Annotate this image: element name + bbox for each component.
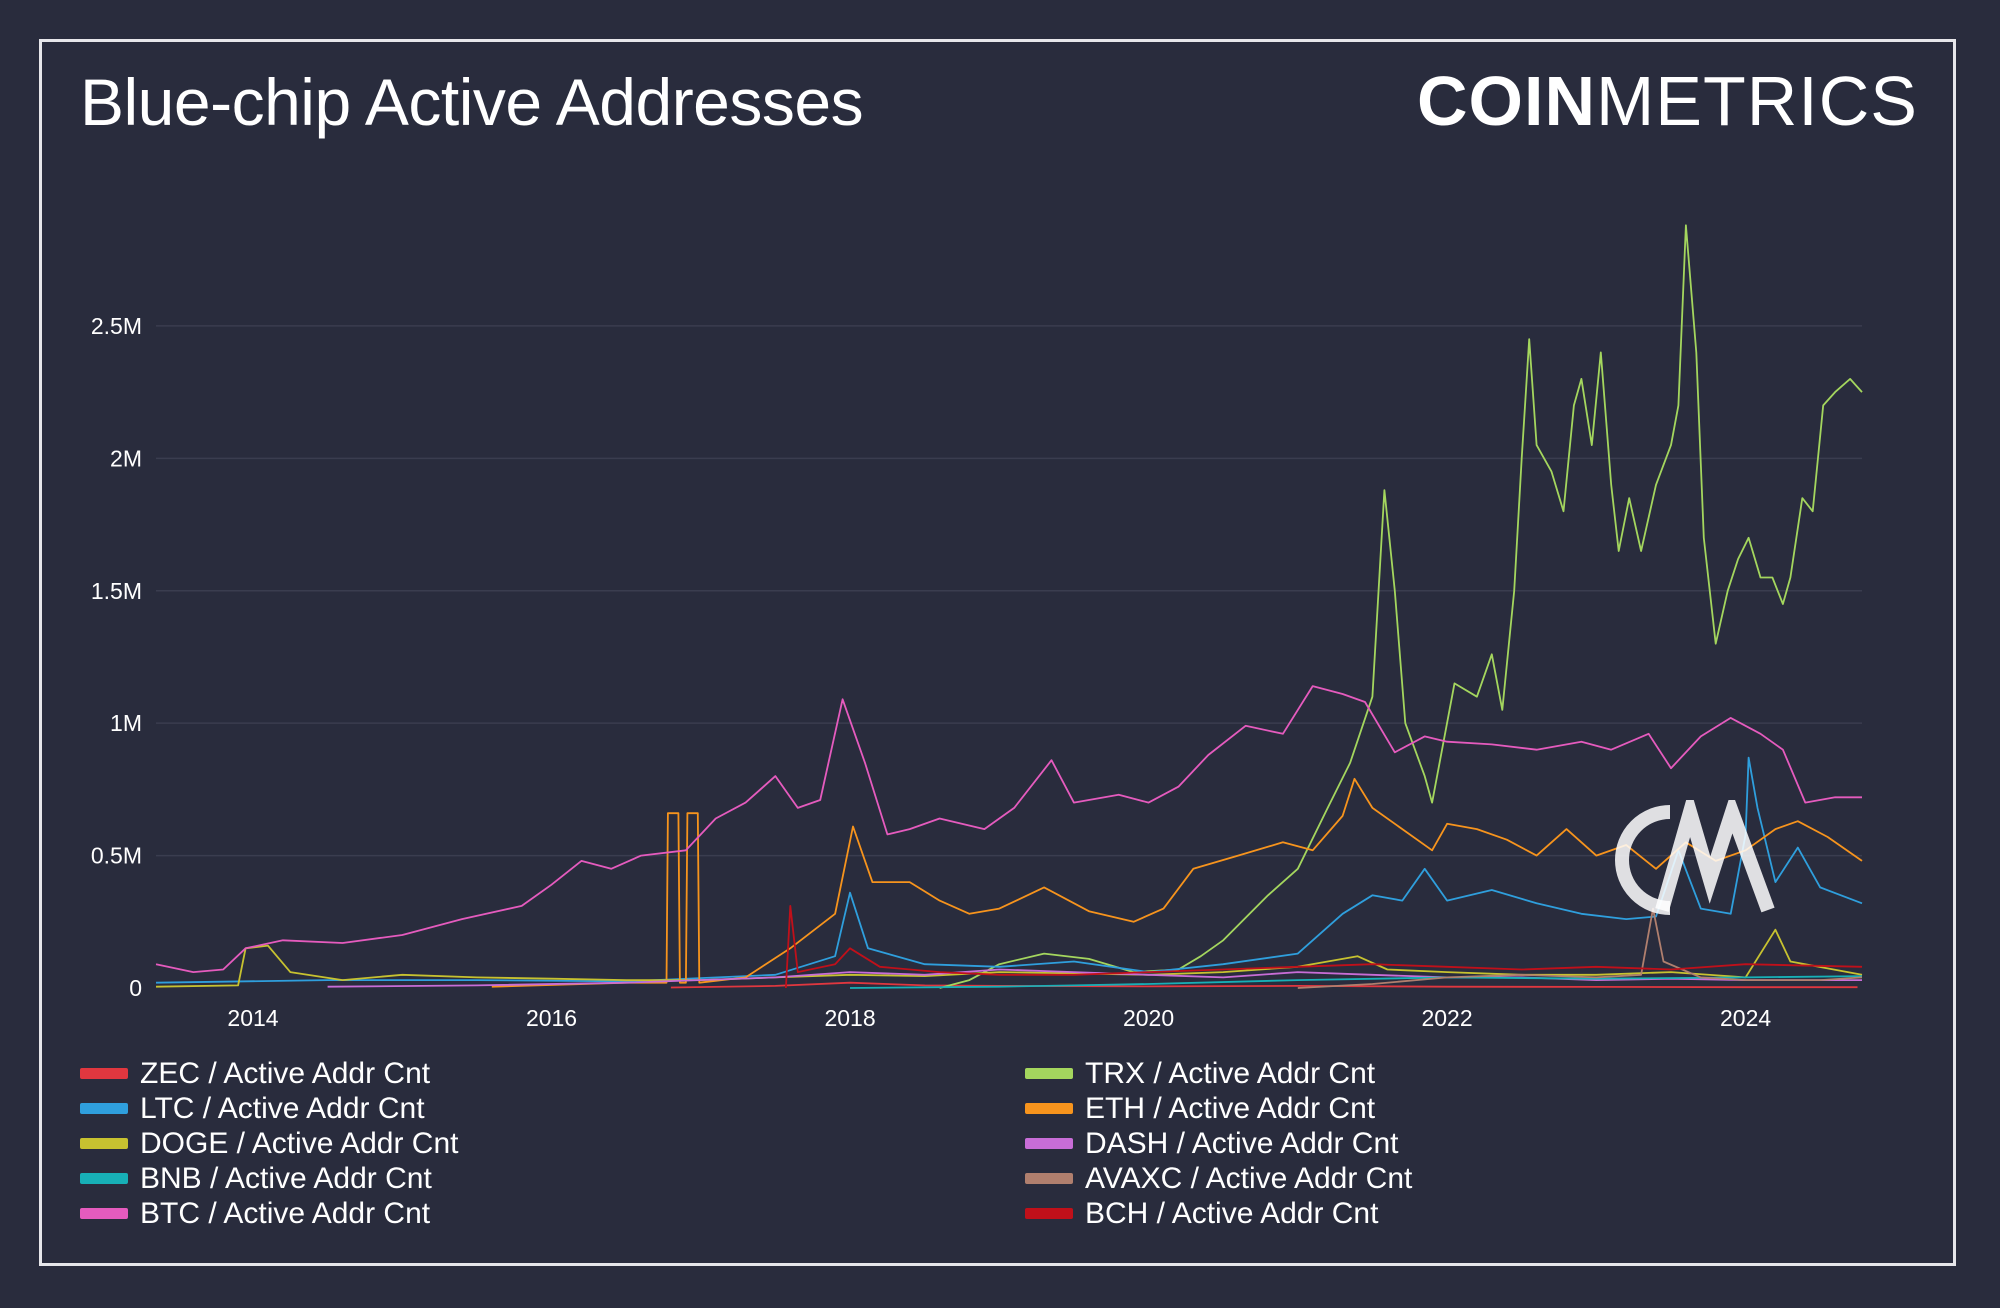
x-tick-label: 2014 — [227, 1005, 278, 1031]
legend-label: BCH / Active Addr Cnt — [1085, 1196, 1379, 1230]
legend-label: LTC / Active Addr Cnt — [140, 1091, 425, 1125]
legend-item[interactable]: ZEC / Active Addr Cnt — [80, 1056, 458, 1091]
series-line-eth — [491, 777, 1863, 988]
y-tick-label: 0 — [129, 975, 142, 1001]
series-line-avaxc — [1297, 907, 1863, 989]
legend-item[interactable]: ETH / Active Addr Cnt — [1025, 1091, 1412, 1126]
cm-logo-icon — [1615, 800, 1775, 915]
x-axis-ticks: 2014 2016 2018 2020 2022 2024 — [227, 1005, 1771, 1031]
series-line-dash — [327, 968, 1862, 988]
legend-label: DOGE / Active Addr Cnt — [140, 1126, 459, 1160]
y-tick-label: 1.5M — [91, 578, 142, 604]
series-line-btc — [155, 685, 1862, 973]
series-line-bch — [785, 905, 1863, 989]
legend-swatch — [1025, 1103, 1073, 1114]
chart-frame — [39, 39, 1956, 1266]
legend-swatch — [1025, 1173, 1073, 1184]
y-tick-label: 2.5M — [91, 313, 142, 339]
chart-title: Blue-chip Active Addresses — [80, 65, 864, 139]
legend-swatch — [1025, 1068, 1073, 1079]
legend-label: DASH / Active Addr Cnt — [1085, 1126, 1399, 1160]
series-line-trx — [939, 224, 1863, 989]
legend-swatch — [80, 1138, 128, 1149]
legend-item[interactable]: BNB / Active Addr Cnt — [80, 1161, 458, 1196]
chart-legend: ZEC / Active Addr Cnt LTC / Active Addr C… — [80, 1056, 1840, 1236]
x-tick-label: 2018 — [824, 1005, 875, 1031]
x-tick-label: 2022 — [1421, 1005, 1472, 1031]
y-axis-ticks: 0 0.5M 1M 1.5M 2M 2.5M — [91, 313, 142, 1001]
brand-thin-text: METRICS — [1596, 62, 1918, 140]
series-lines — [155, 224, 1863, 989]
legend-swatch — [80, 1208, 128, 1219]
legend-swatch — [1025, 1208, 1073, 1219]
legend-column-right: TRX / Active Addr Cnt ETH / Active Addr C… — [1025, 1056, 1412, 1231]
legend-item[interactable]: AVAXC / Active Addr Cnt — [1025, 1161, 1412, 1196]
x-tick-label: 2024 — [1720, 1005, 1771, 1031]
legend-item[interactable]: DASH / Active Addr Cnt — [1025, 1126, 1412, 1161]
series-line-zec — [670, 981, 1858, 989]
legend-swatch — [80, 1068, 128, 1079]
legend-swatch — [80, 1173, 128, 1184]
legend-swatch — [1025, 1138, 1073, 1149]
legend-item[interactable]: DOGE / Active Addr Cnt — [80, 1126, 458, 1161]
legend-item[interactable]: BCH / Active Addr Cnt — [1025, 1196, 1412, 1231]
y-tick-label: 2M — [110, 445, 142, 471]
x-tick-label: 2020 — [1123, 1005, 1174, 1031]
legend-item[interactable]: BTC / Active Addr Cnt — [80, 1196, 458, 1231]
legend-label: ZEC / Active Addr Cnt — [140, 1056, 431, 1090]
series-line-ltc — [155, 756, 1863, 984]
gridlines — [156, 325, 1862, 857]
y-tick-label: 1M — [110, 710, 142, 736]
legend-label: BNB / Active Addr Cnt — [140, 1161, 432, 1195]
legend-item[interactable]: LTC / Active Addr Cnt — [80, 1091, 458, 1126]
legend-swatch — [80, 1103, 128, 1114]
legend-label: BTC / Active Addr Cnt — [140, 1196, 431, 1230]
series-line-doge — [155, 928, 1863, 988]
brand-bold-text: COIN — [1417, 62, 1596, 140]
legend-label: AVAXC / Active Addr Cnt — [1085, 1161, 1413, 1195]
y-tick-label: 0.5M — [91, 843, 142, 869]
legend-item[interactable]: TRX / Active Addr Cnt — [1025, 1056, 1412, 1091]
series-line-bnb — [849, 975, 1863, 989]
legend-label: ETH / Active Addr Cnt — [1085, 1091, 1376, 1125]
legend-column-left: ZEC / Active Addr Cnt LTC / Active Addr C… — [80, 1056, 458, 1231]
legend-label: TRX / Active Addr Cnt — [1085, 1056, 1376, 1090]
x-tick-label: 2016 — [526, 1005, 577, 1031]
coinmetrics-logo: COINMETRICS — [1417, 66, 1918, 136]
